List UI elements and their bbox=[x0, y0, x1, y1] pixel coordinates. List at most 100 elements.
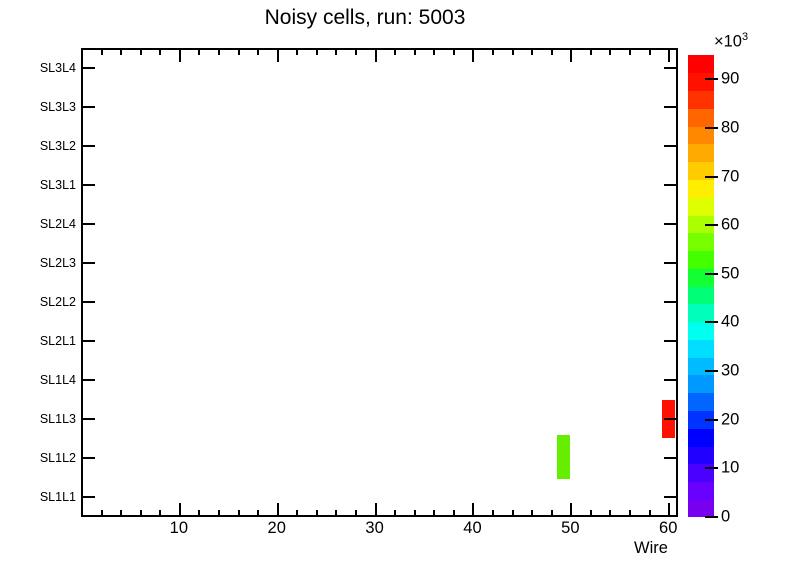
colorbar-tick-label-0: 0 bbox=[721, 507, 731, 526]
x-tick-major-top-50 bbox=[570, 48, 573, 62]
x-tick-minor-top-14 bbox=[218, 48, 221, 55]
colorbar-tick-mark-90 bbox=[705, 78, 718, 81]
colorbar-band-10 bbox=[688, 321, 714, 340]
colorbar-tick-label-70: 70 bbox=[721, 167, 740, 186]
x-tick-minor-16 bbox=[237, 510, 240, 517]
chart-title: Noisy cells, run: 5003 bbox=[264, 6, 466, 29]
y-tick-mark-right-sl3l1 bbox=[664, 183, 678, 186]
colorbar-band-1 bbox=[688, 481, 714, 500]
x-tick-major-10 bbox=[178, 503, 181, 517]
colorbar-tick-mark-0 bbox=[705, 516, 718, 518]
x-tick-minor-38 bbox=[452, 510, 455, 517]
x-tick-minor-32 bbox=[394, 510, 397, 517]
x-tick-minor-top-26 bbox=[335, 48, 338, 55]
x-tick-minor-top-16 bbox=[237, 48, 240, 55]
x-tick-minor-top-8 bbox=[159, 48, 162, 55]
x-tick-label-60: 60 bbox=[659, 519, 678, 537]
y-tick-mark-sl3l1 bbox=[81, 183, 95, 186]
colorbar-exponent-label: ×103 bbox=[714, 31, 748, 52]
y-tick-mark-right-sl2l3 bbox=[664, 261, 678, 264]
x-tick-minor-top-4 bbox=[120, 48, 123, 55]
x-tick-minor-top-46 bbox=[531, 48, 534, 55]
x-tick-minor-top-18 bbox=[257, 48, 260, 55]
colorbar-tick-mark-10 bbox=[705, 467, 718, 470]
x-tick-minor-top-34 bbox=[413, 48, 416, 55]
x-tick-minor-top-12 bbox=[198, 48, 201, 55]
x-tick-minor-52 bbox=[589, 510, 592, 517]
colorbar-band-4 bbox=[688, 428, 714, 447]
x-tick-minor-top-22 bbox=[296, 48, 299, 55]
colorbar-tick-mark-20 bbox=[705, 418, 718, 421]
y-tick-mark-sl1l3 bbox=[81, 418, 95, 421]
y-tick-label-sl1l2: SL1L2 bbox=[39, 451, 76, 466]
colorbar-band-9 bbox=[688, 339, 714, 358]
colorbar-band-12 bbox=[688, 286, 714, 305]
x-tick-major-top-60 bbox=[668, 48, 671, 62]
x-tick-minor-46 bbox=[531, 510, 534, 517]
colorbar-band-15 bbox=[688, 232, 714, 252]
x-tick-major-20 bbox=[276, 503, 279, 517]
y-tick-mark-right-sl1l3 bbox=[664, 418, 678, 421]
colorbar-band-0 bbox=[688, 499, 714, 517]
colorbar-tick-label-90: 90 bbox=[721, 69, 740, 88]
x-tick-minor-top-24 bbox=[315, 48, 318, 55]
y-tick-mark-right-sl3l3 bbox=[664, 105, 678, 108]
x-tick-minor-top-54 bbox=[609, 48, 612, 55]
x-tick-minor-top-6 bbox=[139, 48, 142, 55]
x-tick-label-30: 30 bbox=[365, 519, 384, 537]
x-tick-label-20: 20 bbox=[267, 519, 286, 537]
colorbar-band-11 bbox=[688, 303, 714, 323]
x-tick-major-top-30 bbox=[374, 48, 377, 62]
x-tick-major-50 bbox=[570, 503, 573, 517]
colorbar-tick-label-80: 80 bbox=[721, 118, 740, 137]
x-tick-minor-14 bbox=[218, 510, 221, 517]
colorbar-band-3 bbox=[688, 445, 714, 465]
x-tick-minor-top-36 bbox=[433, 48, 436, 55]
x-tick-minor-36 bbox=[433, 510, 436, 517]
x-tick-label-40: 40 bbox=[463, 519, 482, 537]
x-tick-minor-top-58 bbox=[648, 48, 651, 55]
x-tick-label-10: 10 bbox=[169, 519, 189, 537]
y-tick-mark-right-sl1l4 bbox=[664, 379, 678, 382]
colorbar-tick-mark-70 bbox=[705, 175, 718, 178]
colorbar-tick-mark-40 bbox=[705, 321, 718, 324]
plot-area bbox=[83, 50, 676, 515]
colorbar-tick-label-60: 60 bbox=[721, 215, 740, 234]
y-tick-mark-sl2l2 bbox=[81, 301, 95, 304]
x-tick-minor-12 bbox=[198, 510, 201, 517]
x-tick-minor-top-52 bbox=[589, 48, 592, 55]
x-tick-minor-top-56 bbox=[629, 48, 632, 55]
y-tick-mark-sl3l4 bbox=[81, 66, 95, 69]
x-tick-minor-24 bbox=[315, 510, 318, 517]
colorbar-tick-label-20: 20 bbox=[721, 410, 740, 429]
colorbar-band-18 bbox=[688, 179, 714, 198]
y-tick-label-sl2l3: SL2L3 bbox=[39, 255, 76, 270]
x-tick-minor-48 bbox=[550, 510, 553, 517]
colorbar-band-7 bbox=[688, 374, 714, 394]
x-tick-minor-58 bbox=[648, 510, 651, 517]
y-tick-label-sl1l1: SL1L1 bbox=[39, 490, 76, 505]
y-tick-label-sl1l3: SL1L3 bbox=[39, 412, 76, 427]
x-axis-title: Wire bbox=[634, 539, 668, 557]
x-tick-major-60 bbox=[668, 503, 671, 517]
y-tick-mark-sl2l1 bbox=[81, 340, 95, 343]
y-axis-labels: SL3L4 SL3L3 SL3L2 SL3L1 SL2L4 SL2L3 SL2L2 SL2L1… bbox=[0, 0, 76, 572]
x-tick-minor-top-2 bbox=[100, 48, 103, 55]
plot-frame bbox=[81, 48, 678, 517]
colorbar-tick-label-40: 40 bbox=[721, 312, 740, 331]
y-tick-label-sl2l1: SL2L1 bbox=[39, 334, 76, 349]
colorbar-band-20 bbox=[688, 143, 714, 163]
y-tick-mark-right-sl1l1 bbox=[664, 496, 678, 499]
x-tick-minor-4 bbox=[120, 510, 123, 517]
y-tick-label-sl3l2: SL3L2 bbox=[39, 138, 76, 153]
x-tick-label-50: 50 bbox=[561, 519, 580, 537]
y-tick-mark-sl3l3 bbox=[81, 105, 95, 108]
y-tick-mark-right-sl3l2 bbox=[664, 144, 678, 147]
y-tick-label-sl3l1: SL3L1 bbox=[39, 177, 76, 192]
y-tick-mark-right-sl2l2 bbox=[664, 301, 678, 304]
colorbar-band-5 bbox=[688, 410, 714, 429]
y-tick-label-sl2l2: SL2L2 bbox=[39, 295, 76, 310]
colorbar-band-14 bbox=[688, 250, 714, 269]
colorbar-tick-mark-30 bbox=[705, 370, 718, 373]
